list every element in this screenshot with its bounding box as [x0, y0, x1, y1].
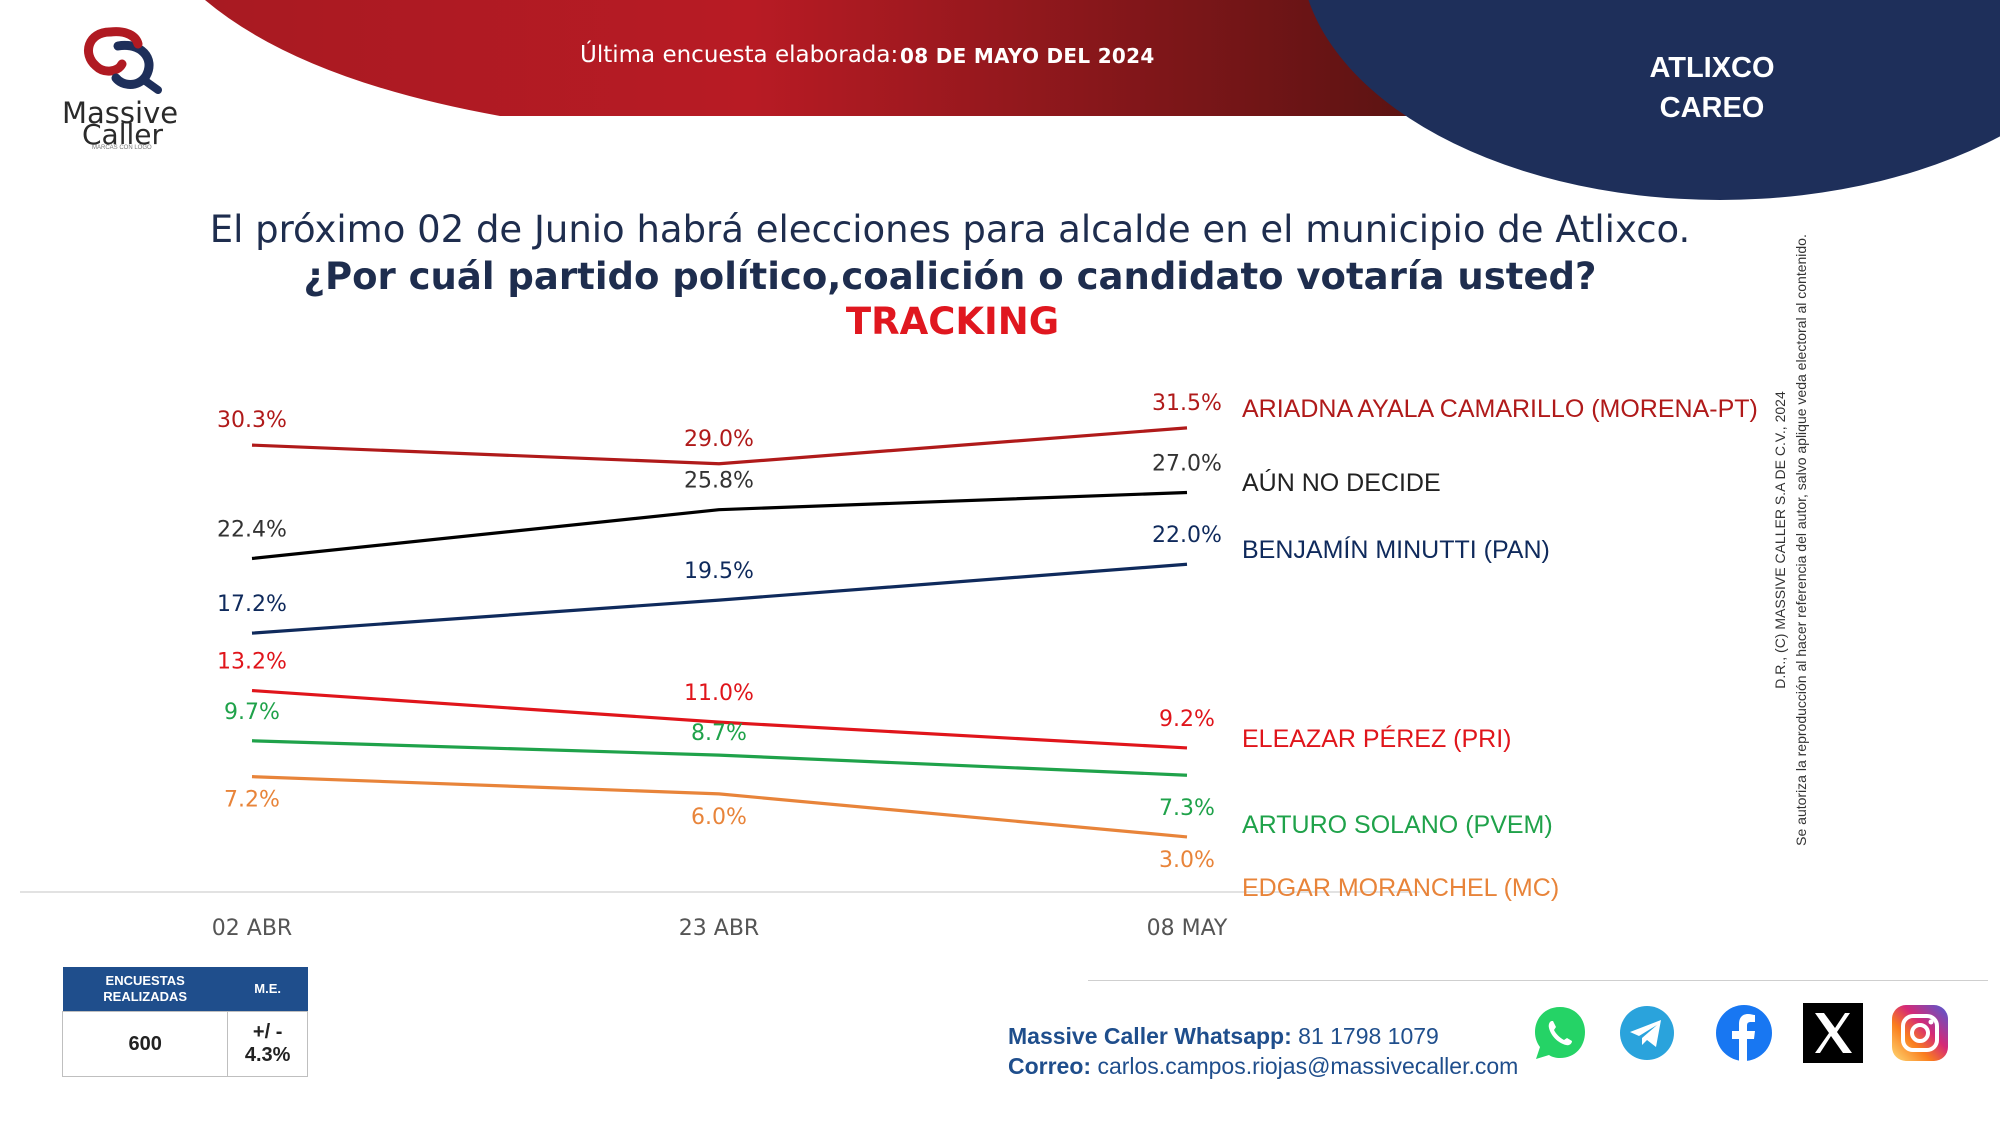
series-line	[251, 688, 1188, 750]
x-tick-label: 08 MAY	[1147, 916, 1228, 941]
last-survey-date: 08 DE MAYO DEL 2024	[900, 44, 1155, 68]
data-label: 19.5%	[684, 559, 754, 584]
logo-name-line2: Caller	[82, 118, 164, 151]
data-label: 13.2%	[217, 650, 287, 675]
question-line2: ¿Por cuál partido político,coalición o c…	[303, 255, 1597, 298]
series-line	[251, 490, 1188, 561]
data-label: 22.0%	[1152, 523, 1222, 548]
data-label: 8.7%	[691, 721, 747, 746]
data-label: 6.0%	[691, 805, 747, 830]
whatsapp-icon[interactable]	[1530, 1003, 1590, 1063]
email-label: Correo:	[1008, 1053, 1092, 1079]
logo-small-text: MARCAS CON LOGO	[92, 145, 152, 151]
series-legend-label: EDGAR MORANCHEL (MC)	[1242, 874, 1559, 902]
x-tick-label: 23 ABR	[679, 916, 759, 941]
series-legend-label: BENJAMÍN MINUTTI (PAN)	[1242, 535, 1550, 564]
logo-name-line1: Massive	[62, 96, 179, 130]
series-legend-label: ARTURO SOLANO (PVEM)	[1242, 811, 1553, 839]
series-line	[251, 775, 1188, 839]
email-address[interactable]: carlos.campos.riojas@massivecaller.com	[1091, 1053, 1519, 1079]
surveys-value: 600	[61, 1011, 229, 1077]
whatsapp-number[interactable]: 81 1798 1079	[1291, 1023, 1439, 1049]
email-contact: Correo: carlos.campos.riojas@massivecall…	[1008, 1053, 1518, 1080]
data-label: 25.8%	[684, 469, 754, 494]
copyright-line2: Se autoriza la reproducción al hacer ref…	[1793, 234, 1809, 846]
copyright-line1: D.R., (C) MASSIVE CALLER S.A DE C.V., 20…	[1772, 391, 1788, 689]
data-label: 17.2%	[217, 592, 287, 617]
survey-stats-table: ENCUESTAS REALIZADAS M.E. 600 +/ - 4.3%	[61, 967, 308, 1077]
x-tick-label: 02 ABR	[212, 916, 292, 941]
series-line	[251, 426, 1188, 466]
header-navy-circle	[1308, 0, 2000, 200]
telegram-icon[interactable]	[1617, 1003, 1677, 1063]
margin-error-value: +/ - 4.3%	[227, 1011, 308, 1077]
data-label: 22.4%	[217, 517, 287, 542]
data-label: 27.0%	[1152, 451, 1222, 476]
series-line	[251, 562, 1188, 635]
massive-caller-logo-icon	[84, 27, 162, 94]
surveys-header: ENCUESTAS REALIZADAS	[62, 967, 228, 1012]
x-icon[interactable]	[1803, 1003, 1863, 1063]
data-label: 11.0%	[684, 681, 754, 706]
series-legend-label: AÚN NO DECIDE	[1242, 468, 1441, 497]
series-legend-label: ELEAZAR PÉREZ (PRI)	[1242, 724, 1512, 753]
data-label: 29.0%	[684, 427, 754, 452]
whatsapp-label: Massive Caller Whatsapp:	[1008, 1023, 1292, 1049]
margin-error-header: M.E.	[227, 967, 308, 1012]
whatsapp-contact: Massive Caller Whatsapp: 81 1798 1079	[1008, 1023, 1439, 1050]
data-label: 7.2%	[224, 788, 280, 813]
data-label: 31.5%	[1152, 391, 1222, 416]
question-line1: El próximo 02 de Junio habrá elecciones …	[209, 208, 1691, 251]
last-survey-label: Última encuesta elaborada:	[580, 42, 899, 68]
series-line	[251, 739, 1188, 777]
instagram-icon[interactable]	[1890, 1003, 1950, 1063]
header-banner	[205, 0, 2000, 200]
data-label: 7.3%	[1159, 796, 1215, 821]
data-label: 9.7%	[224, 700, 280, 725]
header-red-banner	[205, 0, 1420, 116]
tracking-title: TRACKING	[845, 300, 1060, 343]
tracking-line-chart: 02 ABR 23 ABR 08 MAY 30.3% 29.0% 31.5% ARIADNA…	[20, 391, 1758, 941]
facebook-icon[interactable]	[1714, 1003, 1774, 1063]
data-label: 30.3%	[217, 408, 287, 433]
series-legend-label: ARIADNA AYALA CAMARILLO (MORENA-PT)	[1242, 395, 1758, 423]
region-subtitle: CAREO	[1659, 92, 1765, 124]
region-name: ATLIXCO	[1649, 52, 1775, 84]
data-label: 9.2%	[1159, 707, 1215, 732]
data-label: 3.0%	[1159, 848, 1215, 873]
contact-divider	[1088, 980, 1988, 981]
copyright-notice: D.R., (C) MASSIVE CALLER S.A DE C.V., 20…	[1770, 160, 1830, 920]
